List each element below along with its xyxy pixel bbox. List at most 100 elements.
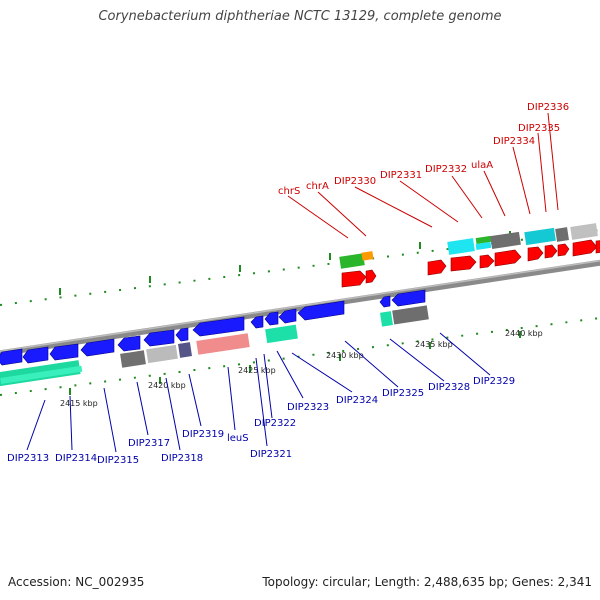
feature-block[interactable] xyxy=(524,227,556,246)
gene-arrow[interactable] xyxy=(175,327,189,342)
feature-block[interactable] xyxy=(178,342,192,358)
gene-arrow[interactable] xyxy=(527,246,544,262)
feature-block[interactable] xyxy=(392,305,429,325)
gene-label-DIP2318[interactable]: DIP2318 xyxy=(161,453,203,464)
leader-line xyxy=(291,352,353,393)
gene-arrow[interactable] xyxy=(341,270,367,288)
leader-line xyxy=(451,175,483,219)
accession-info: Accession: NC_002935 xyxy=(8,575,145,589)
leader-line xyxy=(263,353,273,419)
leader-line xyxy=(317,191,367,237)
gene-label-DIP2336[interactable]: DIP2336 xyxy=(527,102,569,113)
tick-label: 2435 kbp xyxy=(415,340,453,349)
forward-labels: chrS chrA DIP2330 DIP2331 DIP2332 ulaA D… xyxy=(278,102,569,197)
gene-label-DIP2330[interactable]: DIP2330 xyxy=(334,176,376,187)
gene-arrow[interactable] xyxy=(143,329,175,347)
gene-label-DIP2319[interactable]: DIP2319 xyxy=(182,429,224,440)
leader-line xyxy=(439,332,491,376)
leader-line xyxy=(512,146,531,215)
gene-label-leuS[interactable]: leuS xyxy=(227,433,249,444)
gene-arrow[interactable] xyxy=(250,315,264,329)
feature-block[interactable] xyxy=(265,324,298,344)
reverse-strand-features xyxy=(0,305,429,387)
gene-label-DIP2313[interactable]: DIP2313 xyxy=(7,453,49,464)
major-ticks xyxy=(59,231,521,395)
leader-line xyxy=(69,395,73,451)
feature-block[interactable] xyxy=(361,251,374,261)
gene-arrow[interactable] xyxy=(494,249,522,267)
leader-line xyxy=(136,381,149,436)
feature-block[interactable] xyxy=(339,253,365,269)
leader-line xyxy=(165,377,181,451)
leader-line xyxy=(389,338,445,382)
gene-arrow[interactable] xyxy=(117,335,141,352)
gene-label-DIP2332[interactable]: DIP2332 xyxy=(425,164,467,175)
genome-backbone-highlight xyxy=(0,259,600,353)
feature-block xyxy=(0,365,83,384)
leader-line xyxy=(26,399,46,451)
gene-arrow[interactable] xyxy=(297,300,345,321)
feature-block[interactable] xyxy=(380,311,393,327)
leader-line xyxy=(354,186,433,228)
feature-block[interactable] xyxy=(146,344,178,364)
leader-line xyxy=(483,170,506,217)
tick-label: 2440 kbp xyxy=(505,329,543,338)
feature-block[interactable] xyxy=(196,333,250,355)
gene-arrow[interactable] xyxy=(595,240,600,254)
feature-block[interactable] xyxy=(570,223,598,240)
leader-line xyxy=(103,387,117,453)
gene-arrow[interactable] xyxy=(450,255,477,272)
gene-arrow[interactable] xyxy=(80,338,115,357)
gene-arrow[interactable] xyxy=(557,243,570,257)
feature-block[interactable] xyxy=(475,235,492,245)
gene-label-DIP2328[interactable]: DIP2328 xyxy=(428,382,470,393)
feature-block[interactable] xyxy=(490,231,521,250)
gene-label-DIP2315[interactable]: DIP2315 xyxy=(97,455,139,466)
gene-arrow[interactable] xyxy=(427,259,447,276)
gene-label-DIP2322[interactable]: DIP2322 xyxy=(254,418,296,429)
gene-arrow[interactable] xyxy=(192,316,245,337)
tick-label: 2425 kbp xyxy=(238,366,276,375)
gene-label-DIP2325[interactable]: DIP2325 xyxy=(382,388,424,399)
gene-arrow[interactable] xyxy=(379,295,391,308)
tick-label: 2415 kbp xyxy=(60,399,98,408)
gene-arrow[interactable] xyxy=(264,311,279,326)
gene-label-DIP2331[interactable]: DIP2331 xyxy=(380,170,422,181)
gene-label-DIP2323[interactable]: DIP2323 xyxy=(287,402,329,413)
feature-block[interactable] xyxy=(447,238,475,255)
forward-strand-features xyxy=(339,223,598,269)
leader-line xyxy=(276,350,304,399)
map-title: Corynebacterium diphtheriae NCTC 13129, … xyxy=(98,9,502,24)
forward-label-leaders xyxy=(287,112,559,239)
gene-arrow[interactable] xyxy=(49,343,79,361)
gene-label-chrA[interactable]: chrA xyxy=(306,181,329,192)
gene-label-DIP2335[interactable]: DIP2335 xyxy=(518,123,560,134)
gene-arrow[interactable] xyxy=(0,348,23,366)
gene-label-DIP2329[interactable]: DIP2329 xyxy=(473,376,515,387)
gene-label-ulaA[interactable]: ulaA xyxy=(471,160,493,171)
feature-block[interactable] xyxy=(120,350,146,368)
tick-label: 2420 kbp xyxy=(148,381,186,390)
leader-line xyxy=(537,132,547,213)
gene-label-DIP2317[interactable]: DIP2317 xyxy=(128,438,170,449)
gene-label-DIP2321[interactable]: DIP2321 xyxy=(250,449,292,460)
genome-summary: Topology: circular; Length: 2,488,635 bp… xyxy=(262,575,592,589)
gene-label-DIP2314[interactable]: DIP2314 xyxy=(55,453,97,464)
leader-line xyxy=(344,340,399,388)
gene-arrow[interactable] xyxy=(479,254,495,269)
feature-block[interactable] xyxy=(555,227,569,242)
gene-label-DIP2334[interactable]: DIP2334 xyxy=(493,136,535,147)
gene-arrow[interactable] xyxy=(278,308,297,324)
leader-line xyxy=(287,195,349,239)
gene-arrow[interactable] xyxy=(22,346,49,364)
gene-label-chrS[interactable]: chrS xyxy=(278,186,300,197)
gene-label-DIP2324[interactable]: DIP2324 xyxy=(336,395,378,406)
gene-arrow[interactable] xyxy=(544,244,558,259)
tick-label: 2430 kbp xyxy=(326,351,364,360)
gene-arrow[interactable] xyxy=(391,289,426,307)
gene-arrow[interactable] xyxy=(365,269,377,284)
gene-arrow[interactable] xyxy=(572,239,598,257)
feature-block[interactable] xyxy=(475,241,492,251)
